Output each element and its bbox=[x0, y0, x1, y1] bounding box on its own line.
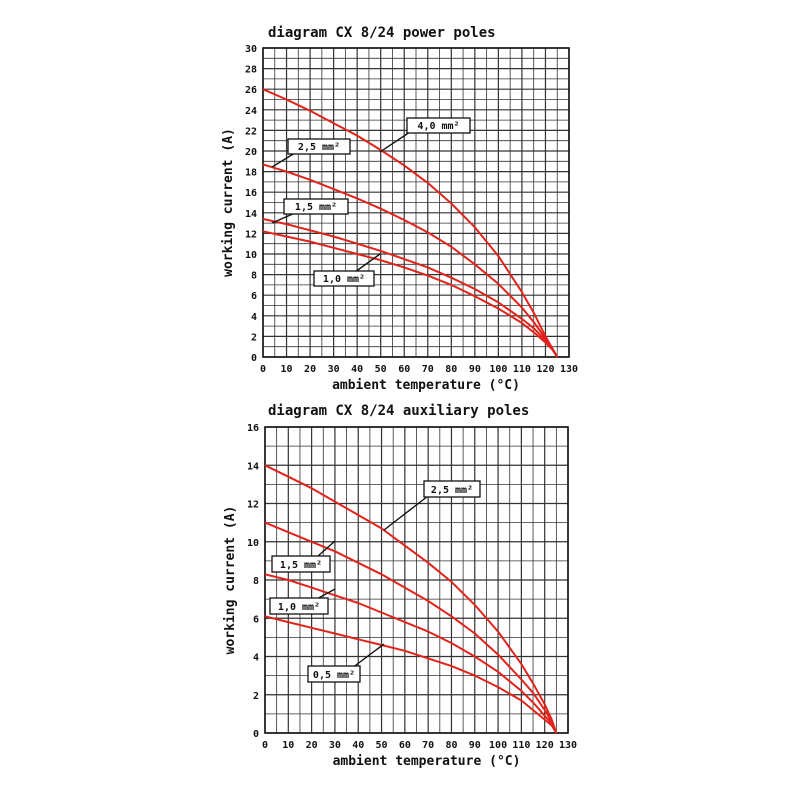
chart-grid bbox=[264, 426, 569, 734]
y-axis-label: working current (A) bbox=[223, 506, 238, 655]
series-leader-line bbox=[317, 540, 336, 557]
series-label-box bbox=[271, 555, 331, 573]
x-tick-label: 120 bbox=[536, 364, 554, 375]
chart-title: diagram CX 8/24 power poles bbox=[268, 25, 496, 41]
series-label: 1,0 mm² bbox=[323, 274, 365, 285]
x-tick-label: 40 bbox=[352, 740, 364, 751]
x-tick-label: 30 bbox=[329, 740, 341, 751]
series-line bbox=[264, 615, 558, 734]
x-tick-label: 0 bbox=[262, 740, 268, 751]
y-tick-label: 2 bbox=[253, 691, 259, 702]
x-tick-label: 50 bbox=[376, 740, 388, 751]
series-label: 2,5 mm² bbox=[298, 142, 340, 153]
x-tick-label: 120 bbox=[536, 740, 554, 751]
y-tick-label: 14 bbox=[247, 461, 259, 472]
x-tick-label: 10 bbox=[282, 740, 294, 751]
x-tick-label: 110 bbox=[513, 364, 531, 375]
series-label-box bbox=[283, 198, 349, 215]
series-leader-line bbox=[379, 129, 414, 153]
y-axis-label: working current (A) bbox=[221, 128, 236, 277]
x-tick-label: 80 bbox=[445, 364, 457, 375]
series-label-box bbox=[269, 597, 329, 615]
x-tick-label: 60 bbox=[398, 364, 410, 375]
x-tick-label: 40 bbox=[351, 364, 363, 375]
x-tick-label: 100 bbox=[489, 740, 507, 751]
series-label-box bbox=[287, 138, 351, 155]
series-line bbox=[262, 230, 559, 358]
series-label-box bbox=[313, 270, 375, 287]
y-tick-label: 16 bbox=[245, 188, 257, 199]
series-line bbox=[264, 573, 558, 734]
y-tick-label: 4 bbox=[253, 653, 259, 664]
y-tick-label: 16 bbox=[247, 423, 259, 434]
y-tick-label: 14 bbox=[245, 209, 257, 220]
y-tick-label: 18 bbox=[245, 168, 257, 179]
series-leader-line bbox=[351, 643, 385, 669]
series-label: 1,5 mm² bbox=[280, 560, 322, 571]
series-line bbox=[264, 464, 558, 734]
series-label-box bbox=[307, 665, 361, 683]
x-tick-label: 130 bbox=[559, 740, 577, 751]
x-tick-label: 70 bbox=[422, 740, 434, 751]
y-tick-label: 10 bbox=[245, 250, 257, 261]
x-tick-label: 20 bbox=[304, 364, 316, 375]
series-leader-line bbox=[354, 253, 381, 273]
x-tick-label: 80 bbox=[445, 740, 457, 751]
x-tick-label: 10 bbox=[281, 364, 293, 375]
series-leader-line bbox=[271, 212, 296, 224]
y-tick-label: 20 bbox=[245, 147, 257, 158]
series-label: 0,5 mm² bbox=[313, 670, 355, 681]
series-label: 1,5 mm² bbox=[295, 202, 337, 213]
y-tick-label: 0 bbox=[251, 353, 257, 364]
x-tick-label: 90 bbox=[469, 740, 481, 751]
series-label: 4,0 mm² bbox=[417, 121, 459, 132]
x-tick-label: 20 bbox=[306, 740, 318, 751]
y-tick-label: 6 bbox=[253, 614, 259, 625]
plot-frame bbox=[264, 426, 569, 734]
x-tick-label: 110 bbox=[512, 740, 530, 751]
x-tick-label: 50 bbox=[375, 364, 387, 375]
x-tick-label: 60 bbox=[399, 740, 411, 751]
y-tick-label: 26 bbox=[245, 85, 257, 96]
series-line bbox=[262, 88, 559, 358]
y-tick-label: 6 bbox=[251, 291, 257, 302]
series-label-box bbox=[423, 480, 481, 498]
chart-title: diagram CX 8/24 auxiliary poles bbox=[268, 403, 529, 419]
y-tick-label: 12 bbox=[245, 229, 257, 240]
y-tick-label: 12 bbox=[247, 500, 259, 511]
x-tick-label: 70 bbox=[422, 364, 434, 375]
x-tick-label: 90 bbox=[469, 364, 481, 375]
y-tick-label: 8 bbox=[251, 271, 257, 282]
y-tick-label: 24 bbox=[245, 106, 257, 117]
y-tick-label: 10 bbox=[247, 538, 259, 549]
x-tick-label: 130 bbox=[560, 364, 578, 375]
series-leader-line bbox=[271, 152, 296, 168]
series-label-box bbox=[406, 117, 471, 134]
y-tick-label: 2 bbox=[251, 332, 257, 343]
series-line bbox=[264, 521, 558, 734]
y-tick-label: 8 bbox=[253, 576, 259, 587]
y-tick-label: 0 bbox=[253, 729, 259, 740]
chart-grid bbox=[262, 47, 570, 358]
x-tick-label: 100 bbox=[489, 364, 507, 375]
x-tick-label: 0 bbox=[260, 364, 266, 375]
y-tick-label: 30 bbox=[245, 44, 257, 55]
plot-frame bbox=[262, 47, 570, 358]
y-tick-label: 22 bbox=[245, 126, 257, 137]
series-label: 1,0 mm² bbox=[278, 602, 320, 613]
y-tick-label: 4 bbox=[251, 312, 257, 323]
x-axis-label: ambient temperature (°C) bbox=[333, 754, 521, 769]
x-tick-label: 30 bbox=[328, 364, 340, 375]
series-leader-line bbox=[383, 495, 429, 531]
series-line bbox=[262, 163, 559, 358]
x-axis-label: ambient temperature (°C) bbox=[332, 378, 520, 393]
y-tick-label: 28 bbox=[245, 65, 257, 76]
series-label: 2,5 mm² bbox=[431, 485, 473, 496]
series-line bbox=[262, 218, 559, 358]
